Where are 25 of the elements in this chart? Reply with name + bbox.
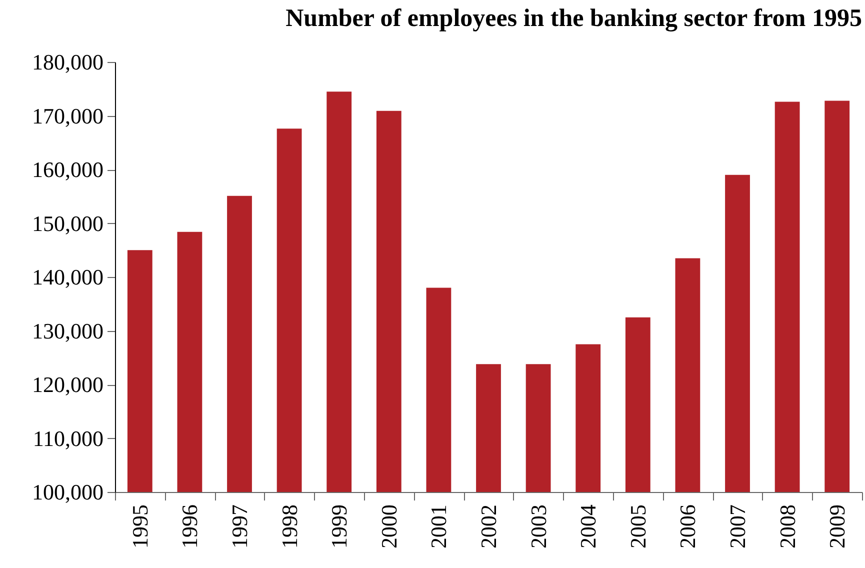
x-tick-label: 2001 (426, 504, 452, 548)
y-tick-label: 150,000 (32, 210, 104, 236)
chart-title: Number of employees in the banking sector from 1995 (286, 5, 862, 32)
y-tick-label: 110,000 (32, 426, 104, 451)
y-tick-label: 100,000 (32, 480, 104, 504)
x-tick-label: 1999 (326, 504, 352, 548)
x-tick-label: 1998 (276, 504, 302, 548)
y-tick-label: 180,000 (32, 50, 104, 74)
y-tick-label: 130,000 (32, 318, 104, 344)
y-tick-label: 120,000 (32, 372, 104, 397)
y-tick-label: 160,000 (32, 157, 104, 182)
x-tick-label: 1996 (177, 504, 202, 548)
x-tick-label: 2000 (376, 504, 402, 548)
x-tick-label: 2002 (476, 504, 501, 548)
y-tick-label: 170,000 (32, 103, 104, 128)
x-tick-label: 2008 (774, 504, 800, 548)
x-tick-label: 2005 (625, 504, 650, 548)
x-tick-label: 1995 (127, 504, 152, 548)
x-tick-label: 1997 (227, 504, 252, 548)
x-tick-label: 2007 (725, 504, 750, 548)
x-tick-label: 2009 (824, 504, 850, 548)
x-tick-label: 2006 (675, 504, 700, 548)
x-tick-label: 2004 (576, 504, 601, 548)
x-tick-label: 2003 (526, 504, 551, 548)
y-tick-label: 140,000 (32, 264, 104, 290)
